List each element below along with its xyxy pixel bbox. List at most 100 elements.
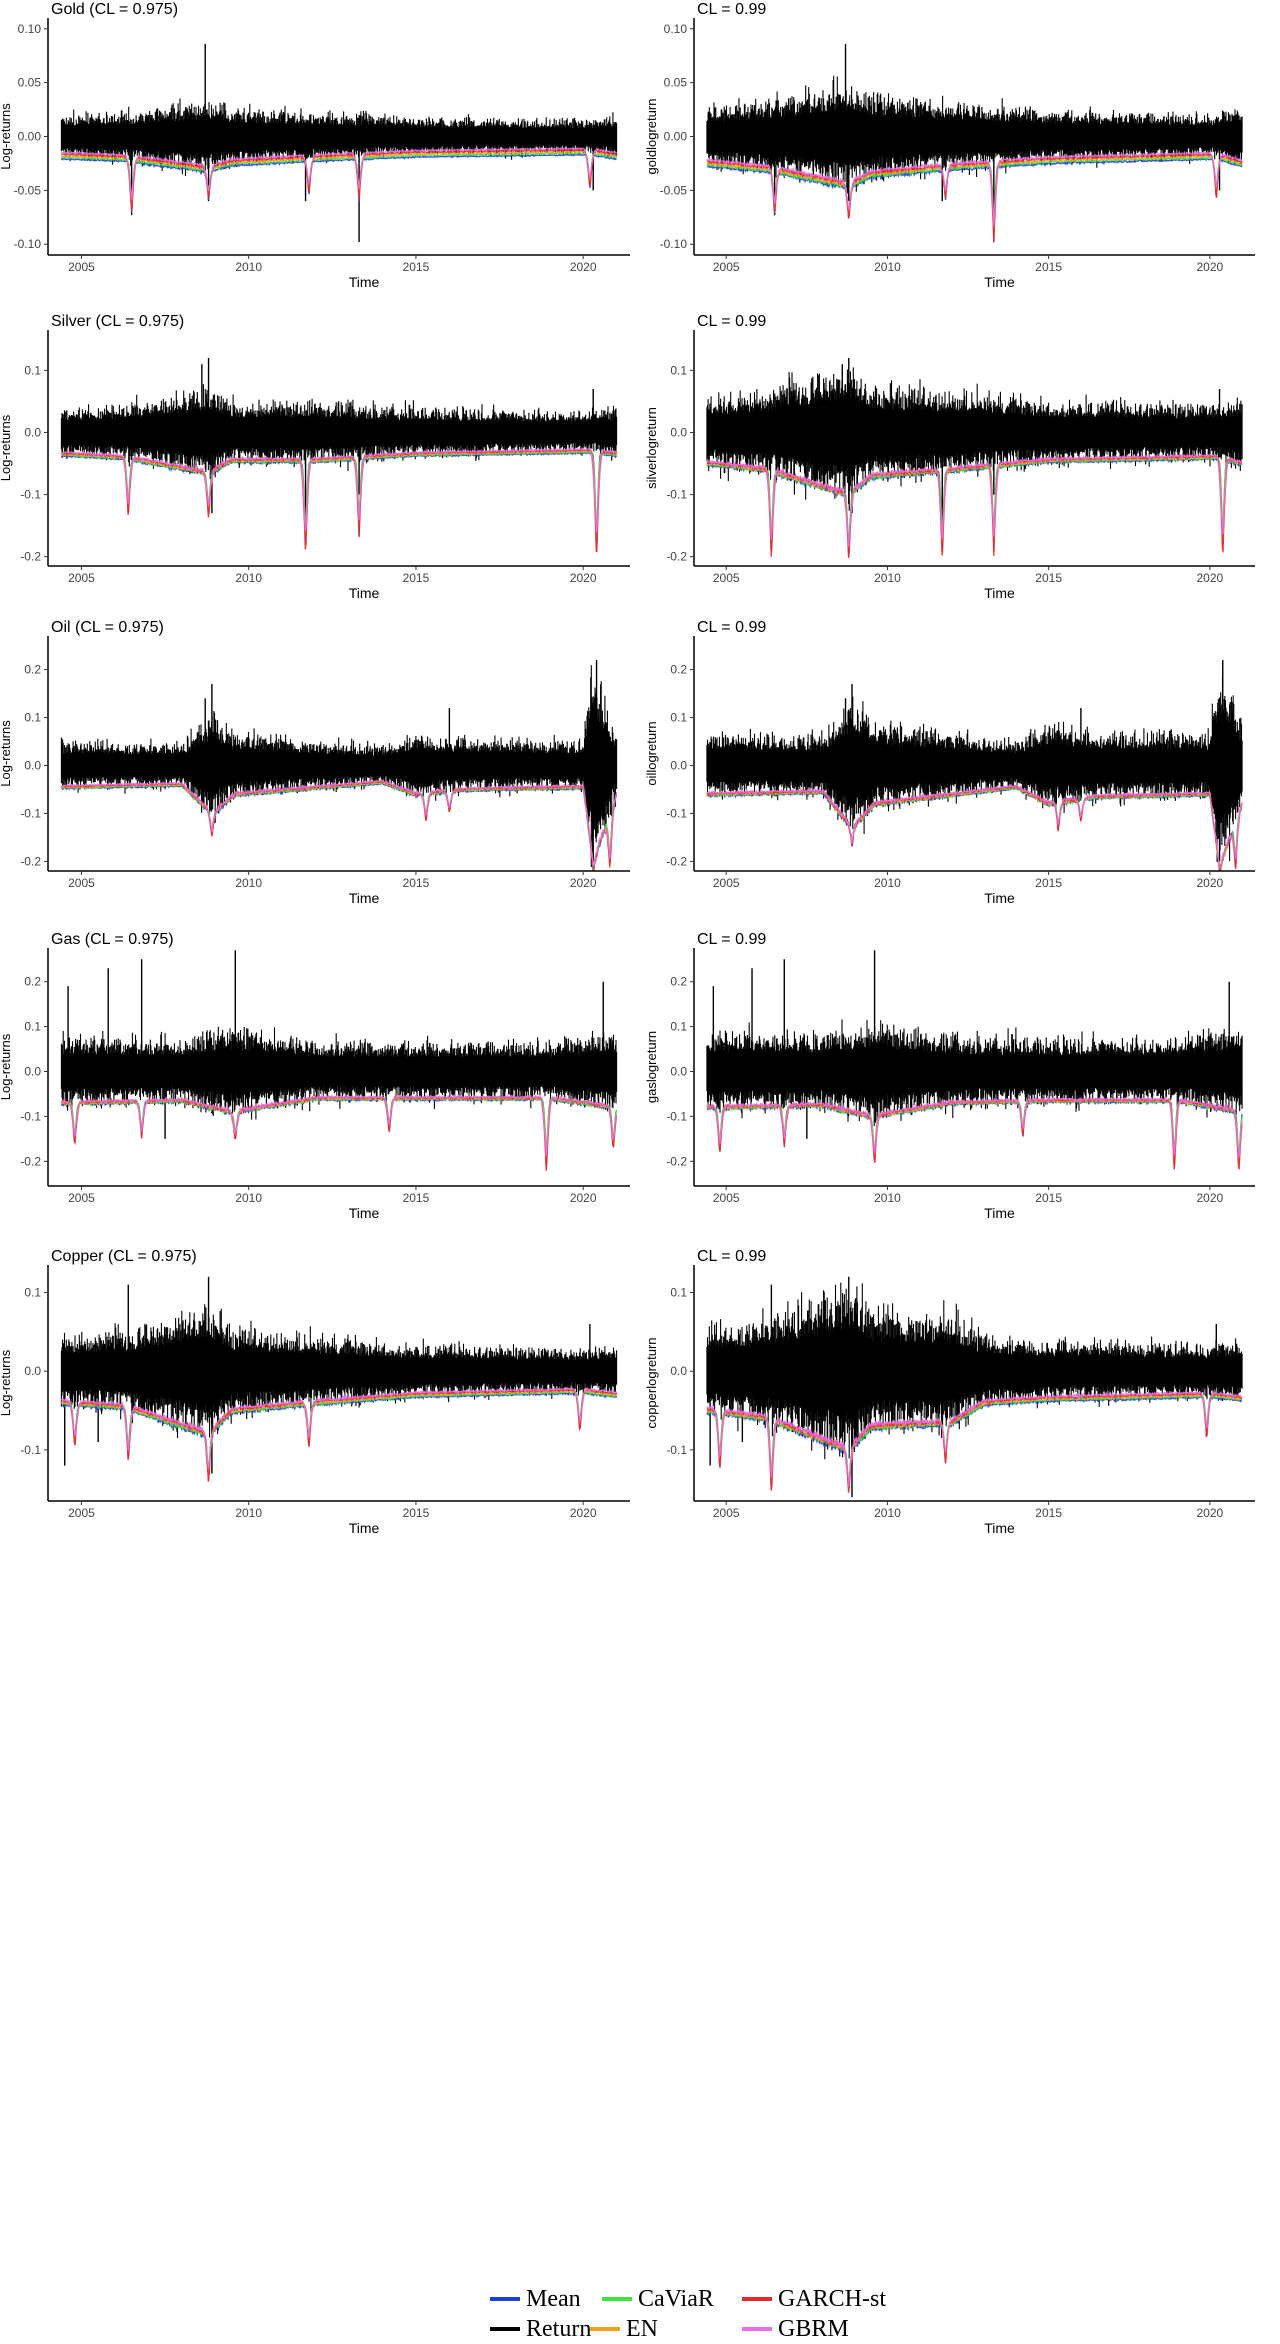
y-tick-label-2: 0.00 <box>664 130 688 144</box>
x-axis-label: Time <box>984 1520 1015 1536</box>
series-mean <box>60 153 617 213</box>
legend-label-mean: Mean <box>526 2285 581 2312</box>
chart-title: Oil (CL = 0.975) <box>51 619 164 636</box>
x-tick-label-2020: 2020 <box>570 1506 597 1520</box>
x-axis-label: Time <box>349 1205 380 1221</box>
y-tick-label-4: -0.10 <box>14 237 42 251</box>
x-tick-label-2005: 2005 <box>713 571 740 585</box>
y-tick-label-0: 0.10 <box>664 22 688 36</box>
series-caviar <box>61 151 618 201</box>
legend-item-return: Return <box>490 2316 591 2342</box>
x-tick-label-2015: 2015 <box>1035 571 1062 585</box>
y-tick-label-0: 0.1 <box>670 363 687 377</box>
x-tick-label-2010: 2010 <box>235 876 262 890</box>
y-tick-label-4: -0.10 <box>660 237 688 251</box>
chart-panel-9: 2005 2010 2015 2020 0.1 0.0 -0.1 Copper (CL = 0… <box>0 1248 630 1536</box>
legend-label-caviar: CaViaR <box>638 2285 714 2312</box>
series-return <box>60 384 618 480</box>
legend-swatch-gbrm <box>742 2327 772 2331</box>
x-tick-label-2010: 2010 <box>235 1191 262 1205</box>
series-return <box>60 665 618 867</box>
series-garchst <box>706 1097 1243 1170</box>
chart-title: Gas (CL = 0.975) <box>51 931 174 948</box>
x-tick-label-2005: 2005 <box>68 1191 95 1205</box>
legend-swatch-caviar <box>602 2297 632 2301</box>
chart-title: CL = 0.99 <box>697 931 766 948</box>
x-tick-label-2015: 2015 <box>403 571 430 585</box>
series-gbrm <box>60 779 618 868</box>
series-garchst <box>61 780 618 871</box>
series-return <box>706 367 1243 511</box>
chart-panel-4: 2005 2010 2015 2020 0.1 0.0 -0.1 -0.2 CL = 0.99 T… <box>644 313 1255 601</box>
y-tick-label-1: 0.1 <box>24 1020 41 1034</box>
y-axis-label: goldlogreturn <box>644 99 659 175</box>
series-return <box>60 1304 618 1439</box>
series-caviar <box>706 786 1243 871</box>
x-tick-label-2020: 2020 <box>1197 876 1224 890</box>
x-tick-label-2020: 2020 <box>1197 1506 1224 1520</box>
x-tick-label-2010: 2010 <box>235 260 262 274</box>
plot-area <box>60 659 618 871</box>
x-tick-label-2010: 2010 <box>874 260 901 274</box>
x-tick-label-2020: 2020 <box>1197 260 1224 274</box>
x-tick-label-2010: 2010 <box>874 571 901 585</box>
legend-item-en: EN <box>590 2316 658 2342</box>
series-gbrm <box>60 447 618 533</box>
x-tick-label-2005: 2005 <box>68 260 95 274</box>
x-tick-label-2020: 2020 <box>570 1191 597 1205</box>
x-tick-label-2015: 2015 <box>403 260 430 274</box>
x-tick-label-2005: 2005 <box>68 876 95 890</box>
y-axis-label: Log-returns <box>0 1033 13 1100</box>
y-axis-label: Log-returns <box>0 1349 13 1416</box>
plot-area <box>60 357 618 553</box>
legend-item-garch: GARCH-st <box>742 2286 886 2312</box>
series-en <box>706 1096 1243 1163</box>
x-axis-label: Time <box>984 1205 1015 1221</box>
series-return <box>60 1026 618 1120</box>
y-tick-label-3: -0.1 <box>20 806 41 820</box>
y-tick-label-1: 0.1 <box>24 711 41 725</box>
series-gbrm <box>61 1092 618 1156</box>
y-tick-label-3: -0.2 <box>666 550 687 564</box>
legend-swatch-return <box>490 2327 520 2331</box>
chart-panel-1: 2005 2010 2015 2020 0.10 0.05 0.00 -0.05 -0.10 Go… <box>0 1 630 290</box>
series-caviar <box>706 1097 1243 1155</box>
chart-grid: 2005 2010 2015 2020 0.10 0.05 0.00 -0.05 -0.10 Go… <box>0 1 1255 1536</box>
y-tick-label-1: 0.0 <box>670 425 687 439</box>
y-tick-label-0: 0.2 <box>24 663 41 677</box>
x-tick-label-2005: 2005 <box>713 1191 740 1205</box>
series-mean <box>60 451 617 544</box>
plot-area <box>706 43 1243 243</box>
y-tick-label-4: -0.2 <box>666 854 687 868</box>
plot-area <box>60 1276 618 1482</box>
series-gbrm <box>706 453 1243 548</box>
y-tick-label-2: -0.1 <box>20 1443 41 1457</box>
x-tick-label-2005: 2005 <box>713 1506 740 1520</box>
legend-swatch-mean <box>490 2297 520 2301</box>
series-mean <box>706 787 1243 871</box>
y-tick-label-0: 0.2 <box>670 975 687 989</box>
x-tick-label-2010: 2010 <box>874 876 901 890</box>
x-tick-label-2015: 2015 <box>1035 1506 1062 1520</box>
x-axis-label: Time <box>349 890 380 906</box>
chart-panel-6: 2005 2010 2015 2020 0.2 0.1 0.0 -0.1 -0.2 CL = 0.… <box>644 619 1255 906</box>
chart-panel-2: 2005 2010 2015 2020 0.10 0.05 0.00 -0.05 -0.10 CL… <box>644 1 1255 290</box>
plot-area <box>706 357 1243 559</box>
y-tick-label-0: 0.2 <box>24 975 41 989</box>
chart-panel-5: 2005 2010 2015 2020 0.2 0.1 0.0 -0.1 -0.2 Oil (CL… <box>0 619 630 906</box>
y-tick-label-1: 0.0 <box>670 1364 687 1378</box>
y-tick-label-2: -0.1 <box>20 488 41 502</box>
y-tick-label-2: 0.00 <box>18 130 42 144</box>
chart-title: CL = 0.99 <box>697 619 766 636</box>
legend-swatch-garch <box>742 2297 772 2301</box>
x-tick-label-2005: 2005 <box>68 1506 95 1520</box>
y-tick-label-1: 0.0 <box>24 1364 41 1378</box>
x-tick-label-2020: 2020 <box>1197 571 1224 585</box>
series-caviar <box>706 155 1243 226</box>
series-en <box>60 150 618 207</box>
series-return <box>60 98 618 177</box>
plot-area <box>60 950 618 1171</box>
y-axis-label: copperlogreturn <box>644 1337 659 1428</box>
y-axis-label: Log-returns <box>0 414 13 481</box>
chart-panel-7: 2005 2010 2015 2020 0.2 0.1 0.0 -0.1 -0.2 Gas (CL… <box>0 931 630 1221</box>
